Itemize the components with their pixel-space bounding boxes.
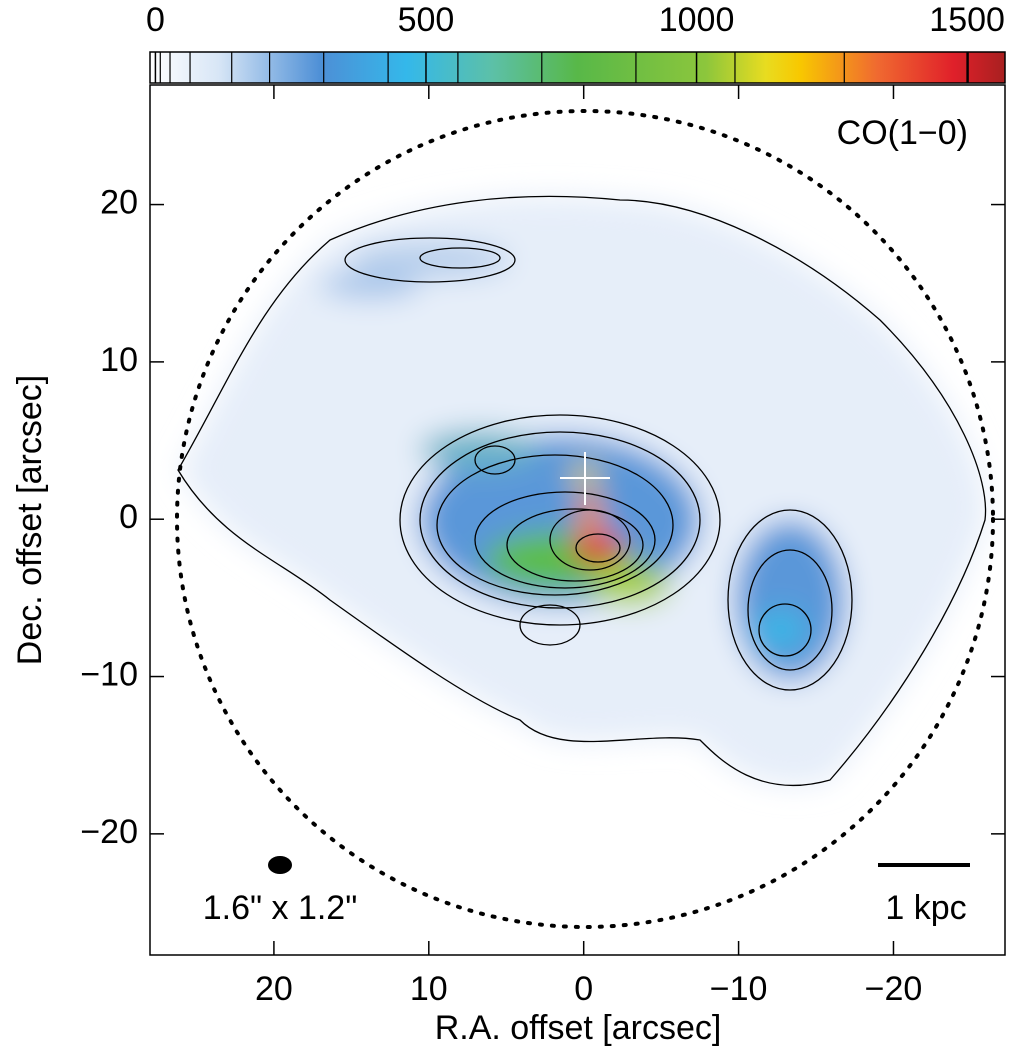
beam-label: 1.6" x 1.2": [203, 889, 358, 927]
colorbar-tick-label: 500: [398, 1, 455, 39]
y-tick-label: −20: [80, 813, 138, 851]
y-tick-label: 0: [119, 498, 138, 536]
x-tick-label: 10: [410, 970, 448, 1008]
colorbar-tick-label: 1000: [659, 1, 735, 39]
scale-label: 1 kpc: [885, 889, 966, 927]
y-tick-label: 10: [100, 341, 138, 379]
colorbar: [150, 52, 1005, 83]
x-tick-label: −20: [865, 970, 923, 1008]
x-axis-label: R.A. offset [arcsec]: [435, 1009, 722, 1047]
line-label: CO(1−0): [837, 114, 968, 152]
beam: [268, 856, 292, 874]
colorbar-tick-label: 1500: [929, 1, 1005, 39]
intensity-map: [177, 111, 993, 927]
chart: CO(1−0) 1.6" x 1.2" 1 kpc R.A. offset [a…: [0, 0, 1020, 1054]
x-tick-label: 0: [574, 970, 593, 1008]
y-tick-label: −10: [80, 656, 138, 694]
x-tick-label: 20: [255, 970, 293, 1008]
x-tick-label: −10: [710, 970, 768, 1008]
y-axis-label: Dec. offset [arcsec]: [11, 375, 49, 665]
y-tick-label: 20: [100, 184, 138, 222]
colorbar-tick-label: 0: [146, 1, 165, 39]
